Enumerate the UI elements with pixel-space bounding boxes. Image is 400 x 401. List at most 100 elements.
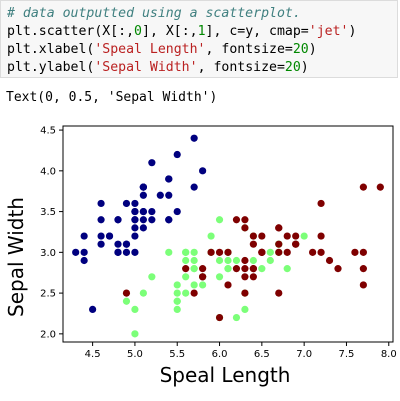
scatter-point-virginica xyxy=(317,248,325,256)
scatter-point-versicolor xyxy=(224,265,232,273)
scatter-point-versicolor xyxy=(131,330,139,338)
scatter-point-versicolor xyxy=(190,265,198,273)
code-token: ) xyxy=(348,24,357,39)
scatter-point-virginica xyxy=(224,248,232,256)
scatter-point-setosa xyxy=(122,240,131,248)
scatter-point-virginica xyxy=(207,248,215,256)
scatter-point-virginica xyxy=(292,240,300,248)
code-token: plt.xlabel( xyxy=(7,42,95,57)
scatter-point-setosa xyxy=(131,224,139,232)
scatter-point-versicolor xyxy=(283,265,291,273)
code-token: ], c=y, cmap= xyxy=(205,24,309,39)
y-axis-label: Sepal Width xyxy=(4,197,28,317)
scatter-point-virginica xyxy=(275,289,283,297)
scatter-point-versicolor xyxy=(258,265,266,273)
ticks-layer: 4.5 5.0 5.5 6.0 6.5 7.0 7.5 8.0 2.0 2.5 3.0 3.5 4.0 4… xyxy=(40,126,397,360)
code-xlabel-line: plt.xlabel('Speal Length', fontsize=20) xyxy=(7,41,317,59)
scatter-point-versicolor xyxy=(249,256,257,265)
scatter-point-setosa xyxy=(122,199,131,208)
scatter-point-setosa xyxy=(173,150,181,159)
scatter-point-virginica xyxy=(241,216,249,224)
y-tick-label: 4.5 xyxy=(40,126,56,137)
code-cell[interactable]: # data outputted using a scatterplot. pl… xyxy=(0,0,398,78)
scatter-point-setosa xyxy=(131,207,139,216)
scatter-point-versicolor xyxy=(266,248,274,256)
code-string: 'Sepal Width' xyxy=(94,60,198,75)
code-string: 'jet' xyxy=(308,24,349,39)
scatter-point-setosa xyxy=(199,167,207,175)
scatter-point-setosa xyxy=(131,199,139,208)
y-tick-label: 3.0 xyxy=(40,248,56,259)
x-tick-label: 6.0 xyxy=(212,349,228,360)
scatter-point-versicolor xyxy=(122,297,131,305)
scatter-point-virginica xyxy=(215,313,224,322)
scatter-point-setosa xyxy=(139,224,147,232)
scatter-point-versicolor xyxy=(215,256,224,265)
scatter-point-versicolor xyxy=(241,305,249,313)
scatter-point-setosa xyxy=(131,232,139,240)
scatter-point-versicolor xyxy=(266,256,274,265)
scatter-point-virginica xyxy=(215,248,224,256)
code-token: ], X[:, xyxy=(142,24,198,39)
scatter-point-virginica xyxy=(258,248,266,256)
scatter-point-versicolor xyxy=(300,232,308,240)
scatter-point-setosa xyxy=(173,207,181,216)
scatter-point-setosa xyxy=(139,216,147,224)
scatter-point-virginica xyxy=(122,289,131,297)
scatter-point-virginica xyxy=(241,224,249,232)
scatter-point-virginica xyxy=(283,232,291,240)
code-number: 20 xyxy=(284,60,301,75)
scatter-point-setosa xyxy=(114,216,122,224)
scatter-point-virginica xyxy=(258,232,266,240)
scatter-point-virginica xyxy=(232,265,241,273)
code-number: 1 xyxy=(197,24,206,39)
scatter-point-virginica xyxy=(359,265,367,273)
scatter-point-virginica xyxy=(334,265,342,273)
x-axis-label: Speal Length xyxy=(160,363,291,387)
x-tick-label: 5.0 xyxy=(127,349,143,360)
scatter-point-setosa xyxy=(148,159,156,167)
scatter-point-versicolor xyxy=(173,305,181,313)
scatter-point-setosa xyxy=(97,199,105,208)
code-token: , fontsize= xyxy=(205,42,293,57)
scatter-point-virginica xyxy=(249,232,257,240)
code-token: plt.ylabel( xyxy=(7,60,95,75)
scatter-point-versicolor xyxy=(199,281,207,289)
code-token: plt.scatter(X[:, xyxy=(7,24,135,39)
code-ylabel-line: plt.ylabel('Sepal Width', fontsize=20) xyxy=(7,59,309,77)
scatter-point-versicolor xyxy=(165,248,173,256)
scatter-point-virginica xyxy=(199,273,207,281)
scatter-point-setosa xyxy=(131,216,139,224)
scatter-point-setosa xyxy=(97,232,105,240)
scatter-point-setosa xyxy=(190,134,198,142)
scatter-point-setosa xyxy=(148,207,156,216)
scatter-point-virginica xyxy=(359,183,367,191)
scatter-point-virginica xyxy=(241,256,249,265)
scatter-point-setosa xyxy=(139,183,147,191)
scatter-point-versicolor xyxy=(190,281,198,289)
scatter-point-virginica xyxy=(182,265,190,273)
scatter-point-versicolor xyxy=(182,289,190,297)
scatter-point-setosa xyxy=(165,191,173,199)
scatter-point-virginica xyxy=(317,232,325,240)
scatter-point-setosa xyxy=(190,183,198,191)
scatter-point-versicolor xyxy=(232,313,241,322)
scatter-point-setosa xyxy=(114,240,122,248)
scatter-point-virginica xyxy=(325,256,334,265)
scatter-point-virginica xyxy=(275,240,283,248)
scatter-point-versicolor xyxy=(173,281,181,289)
scatter-point-setosa xyxy=(97,240,105,248)
scatter-point-virginica xyxy=(283,248,291,256)
scatter-point-setosa xyxy=(89,305,97,313)
scatter-point-setosa xyxy=(139,207,147,216)
scatter-point-setosa xyxy=(131,248,139,256)
scatter-point-setosa xyxy=(114,248,122,256)
x-tick-label: 4.5 xyxy=(85,349,101,360)
scatter-point-virginica xyxy=(249,265,257,273)
x-tick-label: 5.5 xyxy=(169,349,185,360)
scatter-point-virginica xyxy=(232,216,241,224)
scatter-point-setosa xyxy=(105,232,114,240)
scatter-point-setosa xyxy=(72,248,80,256)
scatter-point-setosa xyxy=(139,191,147,199)
